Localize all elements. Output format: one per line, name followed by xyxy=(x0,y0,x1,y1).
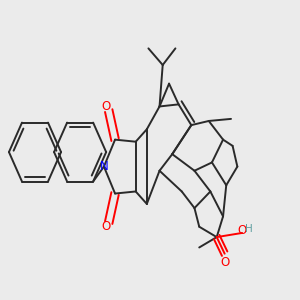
Text: O: O xyxy=(221,256,230,269)
Text: O: O xyxy=(101,220,111,233)
Text: H: H xyxy=(245,224,253,234)
Text: N: N xyxy=(100,160,108,173)
Text: O: O xyxy=(101,100,111,113)
Text: O: O xyxy=(238,224,247,237)
